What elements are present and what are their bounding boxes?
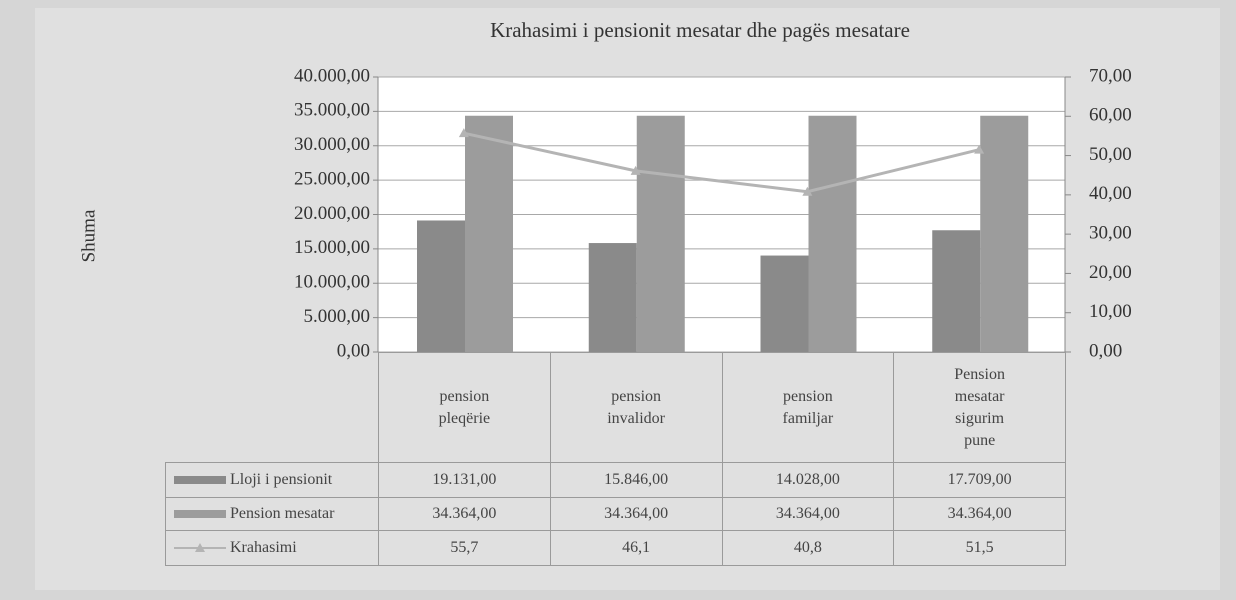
cell-text: 51,5 bbox=[965, 539, 994, 556]
cell-text: 17.709,00 bbox=[947, 471, 1012, 488]
y-tick-label: 15.000,00 bbox=[294, 237, 370, 258]
category-cell: pension familjar bbox=[721, 352, 895, 463]
legend-key bbox=[174, 543, 226, 552]
y-tick-label: 20.000,00 bbox=[294, 203, 370, 224]
cell-text: pension familjar bbox=[782, 387, 834, 427]
line-marker bbox=[802, 186, 813, 196]
value-cell: 34.364,00 bbox=[549, 497, 723, 531]
cell-text: 34.364,00 bbox=[432, 505, 497, 522]
legend-label: Lloji i pensionit bbox=[230, 471, 333, 488]
y2-tick-label: 50,00 bbox=[1089, 144, 1132, 165]
line-marker bbox=[630, 165, 641, 175]
legend-label: Krahasimi bbox=[230, 539, 297, 556]
cell-text: 46,1 bbox=[622, 539, 651, 556]
bar bbox=[980, 115, 1029, 352]
legend-cell: Krahasimi bbox=[165, 530, 379, 566]
y-axis-label: Shuma bbox=[78, 209, 99, 262]
legend-swatch bbox=[174, 476, 226, 484]
legend-cell: Pension mesatar bbox=[165, 497, 379, 531]
y2-tick-label: 60,00 bbox=[1089, 105, 1132, 126]
cell-text: 15.846,00 bbox=[604, 471, 669, 488]
y-tick-label: 25.000,00 bbox=[294, 168, 370, 189]
category-cell: pension invalidor bbox=[549, 352, 723, 463]
line-marker bbox=[458, 128, 469, 138]
value-cell: 14.028,00 bbox=[721, 462, 895, 498]
legend-cell: Lloji i pensionit bbox=[165, 462, 379, 498]
cell-text: Pension mesatar sigurim pune bbox=[954, 365, 1005, 449]
cell-text: pension invalidor bbox=[607, 387, 665, 427]
y-tick-label: 30.000,00 bbox=[294, 134, 370, 155]
y2-tick-label: 70,00 bbox=[1089, 65, 1132, 86]
value-cell: 34.364,00 bbox=[378, 497, 551, 531]
category-cell: pension pleqërie bbox=[378, 352, 551, 463]
value-cell: 17.709,00 bbox=[893, 462, 1066, 498]
y-tick-label: 10.000,00 bbox=[294, 272, 370, 293]
legend-marker bbox=[195, 543, 205, 552]
bar bbox=[760, 255, 809, 352]
cell-text: 34.364,00 bbox=[775, 505, 840, 522]
legend-label: Pension mesatar bbox=[230, 505, 335, 522]
cell-text: pension pleqërie bbox=[438, 387, 491, 427]
line-marker bbox=[974, 144, 985, 154]
legend-key bbox=[174, 476, 226, 484]
cell-text: 40,8 bbox=[793, 539, 822, 556]
legend-swatch bbox=[174, 510, 226, 518]
bar bbox=[636, 115, 685, 352]
y-tick-label: 40.000,00 bbox=[294, 65, 370, 86]
value-cell: 40,8 bbox=[721, 530, 895, 566]
bar bbox=[465, 115, 513, 352]
y2-tick-label: 0,00 bbox=[1089, 340, 1122, 361]
y-tick-label: 35.000,00 bbox=[294, 100, 370, 121]
bar bbox=[932, 230, 981, 352]
y2-tick-label: 10,00 bbox=[1089, 301, 1132, 322]
bar bbox=[588, 243, 637, 352]
y-tick-label: 5.000,00 bbox=[304, 306, 371, 327]
chart-title: Krahasimi i pensionit mesatar dhe pagës … bbox=[490, 18, 910, 42]
y-tick-label: 0,00 bbox=[337, 340, 370, 361]
bar bbox=[417, 220, 465, 352]
value-cell: 15.846,00 bbox=[549, 462, 723, 498]
y2-tick-label: 20,00 bbox=[1089, 262, 1132, 283]
value-cell: 46,1 bbox=[549, 530, 723, 566]
value-cell: 34.364,00 bbox=[721, 497, 895, 531]
cell-text: 55,7 bbox=[450, 539, 479, 556]
value-cell: 51,5 bbox=[893, 530, 1066, 566]
value-cell: 34.364,00 bbox=[893, 497, 1066, 531]
cell-text: 14.028,00 bbox=[775, 471, 840, 488]
y2-tick-label: 30,00 bbox=[1089, 223, 1132, 244]
y2-tick-label: 40,00 bbox=[1089, 183, 1132, 204]
value-cell: 55,7 bbox=[378, 530, 551, 566]
line bbox=[463, 131, 980, 194]
bar bbox=[808, 115, 857, 352]
legend-key bbox=[174, 510, 226, 518]
category-cell: Pension mesatar sigurim pune bbox=[893, 352, 1066, 463]
cell-text: 34.364,00 bbox=[947, 505, 1012, 522]
cell-text: 19.131,00 bbox=[432, 471, 497, 488]
cell-text: 34.364,00 bbox=[604, 505, 669, 522]
value-cell: 19.131,00 bbox=[378, 462, 551, 498]
